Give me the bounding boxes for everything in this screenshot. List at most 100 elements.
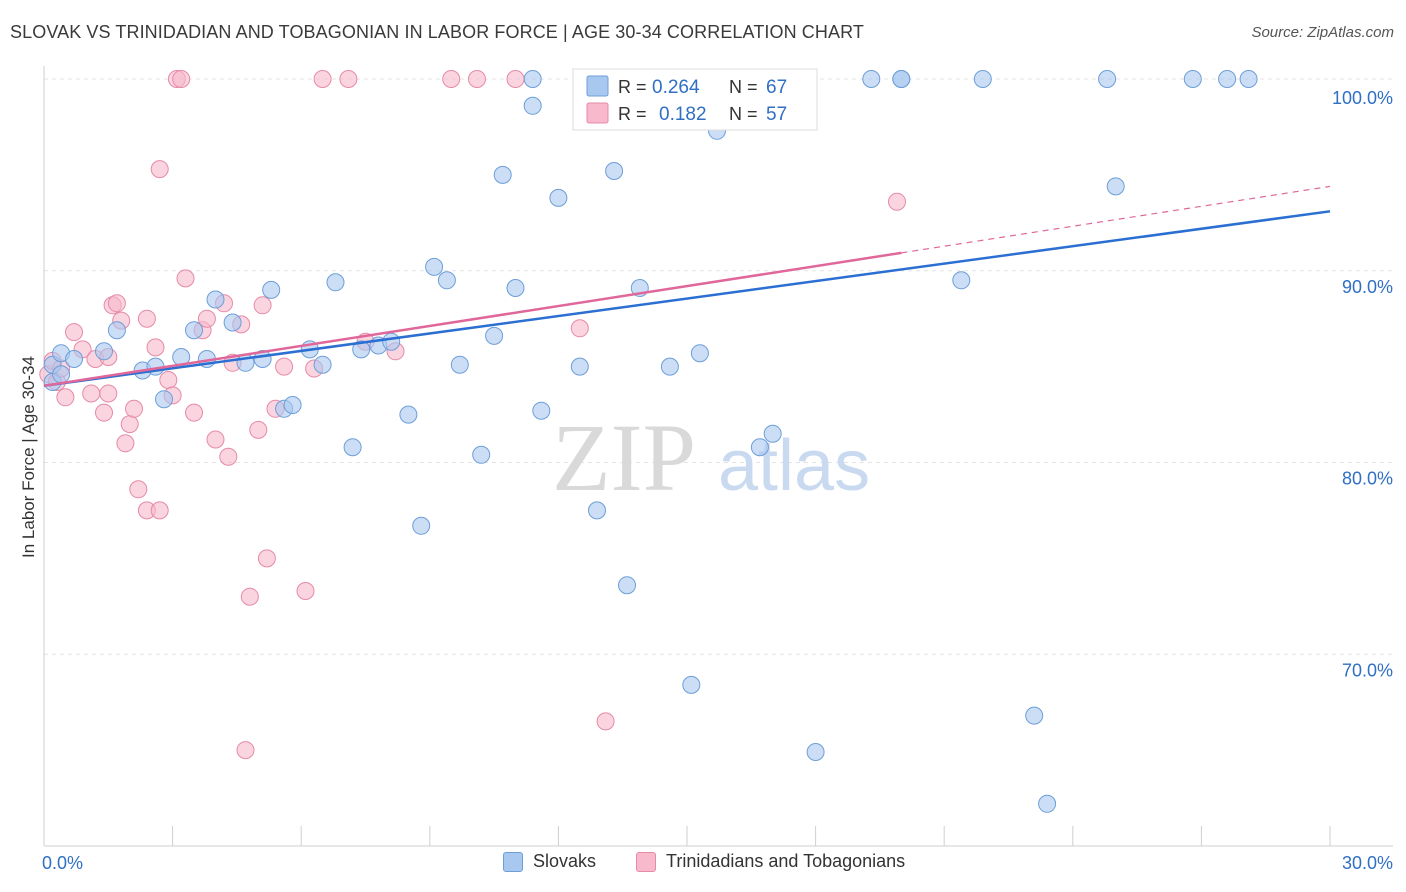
legend-r-value-2: 0.182: [659, 104, 707, 125]
trinidadian-point: [257, 549, 276, 568]
slovak-point: [1025, 706, 1044, 725]
slovak-point: [806, 743, 825, 761]
trinidadian-point: [596, 712, 615, 731]
legend-n-value-2: 57: [766, 104, 787, 125]
slovak-point: [1218, 70, 1237, 88]
trinidadian-point: [99, 384, 118, 403]
slovak-point: [1098, 70, 1117, 88]
slovak-point: [1239, 70, 1258, 88]
slovak-point: [326, 273, 345, 292]
y-tick-label: 100.0%: [1332, 88, 1393, 108]
slovak-point: [472, 445, 491, 464]
legend-top-box: [572, 68, 818, 131]
slovak-point: [549, 188, 568, 207]
slovak-point: [1106, 177, 1125, 196]
slovak-point: [1038, 794, 1057, 813]
watermark: ZIP atlas: [552, 404, 870, 511]
trinidadian-point: [120, 415, 139, 434]
slovak-point: [618, 576, 636, 595]
slovak-point: [262, 280, 281, 299]
y-tick-label: 80.0%: [1342, 469, 1393, 489]
slovak-point: [750, 438, 769, 457]
trinidadian-point: [888, 192, 906, 211]
trinidadian-point: [296, 582, 315, 600]
slovak-point: [412, 516, 431, 535]
slovak-point: [532, 401, 551, 420]
slovak-point: [155, 390, 173, 409]
slovak-point: [493, 165, 512, 184]
y-tick-label: 70.0%: [1342, 660, 1393, 680]
legend-swatch-slovaks: [586, 75, 609, 97]
slovak-point: [185, 321, 203, 340]
trinidadian-point: [506, 70, 525, 88]
trinidadian-point: [125, 399, 143, 418]
trinidadian-point: [137, 309, 156, 328]
slovak-point: [382, 332, 401, 351]
trinidadian-point: [236, 741, 255, 760]
trinidadian-point: [172, 70, 191, 88]
slovak-point: [973, 70, 992, 88]
legend-swatch-slovaks-bottom: [503, 851, 523, 872]
slovak-point: [437, 271, 456, 290]
x-tick-label: 30.0%: [1342, 853, 1393, 873]
slovak-point: [425, 257, 444, 276]
trinidadian-point: [219, 447, 238, 466]
y-axis-label: In Labor Force | Age 30-34: [19, 356, 38, 558]
trinidadian-point: [150, 501, 169, 520]
trinidadian-point: [146, 338, 165, 357]
slovak-point: [570, 357, 589, 376]
trinidadian-point: [339, 70, 358, 88]
data-points: [39, 70, 1258, 813]
trinidadian-point: [116, 434, 135, 453]
slovak-point: [107, 321, 126, 340]
legend-label-slovaks: Slovaks: [533, 851, 597, 871]
trinidadian-point: [206, 430, 225, 449]
slovak-point: [223, 313, 242, 332]
source-label: Source: ZipAtlas.com: [1251, 24, 1394, 41]
slovak-point: [588, 501, 606, 520]
slovak-point: [450, 355, 469, 374]
trinidadian-point: [468, 70, 486, 88]
axes: [43, 66, 1393, 847]
slovak-point: [52, 365, 71, 384]
legend-item-slovaks: Slovaks: [503, 851, 596, 872]
slovak-point: [352, 340, 371, 359]
trinidadian-point: [95, 403, 113, 422]
trinidadian-point: [275, 357, 294, 376]
legend-n-value-1: 67: [766, 77, 787, 98]
legend-r-value-1: 0.264: [652, 77, 700, 98]
trinidadian-point: [82, 384, 101, 403]
legend-swatch-trinidadians: [586, 102, 609, 124]
tick-labels: 100.0% 70.0% 80.0% 90.0% 0.0% 30.0%: [42, 88, 1393, 873]
slovak-point: [660, 357, 679, 376]
slovak-point: [1183, 70, 1202, 88]
trinidadian-point: [129, 480, 148, 499]
trinidadian-point: [197, 309, 216, 328]
trinidadian-point: [442, 70, 461, 88]
x-tick-label: 0.0%: [42, 853, 83, 873]
trinidadian-point: [65, 323, 83, 342]
slovak-point: [523, 96, 542, 115]
legend-r-label-1: R =: [618, 77, 647, 97]
watermark-atlas: atlas: [718, 426, 870, 506]
legend-label-trinidadians: Trinidadians and Tobagonians: [666, 851, 906, 871]
slovak-point: [65, 350, 83, 368]
slovak-point: [95, 342, 113, 361]
slovak-point: [763, 424, 782, 443]
slovak-point: [605, 162, 624, 180]
legend-top: R = 0.264 N = 67 R = 0.182 N = 57: [572, 68, 818, 131]
legend-n-label-1: N =: [729, 77, 758, 97]
slovak-point: [485, 326, 504, 345]
slovak-point: [206, 290, 225, 309]
slovak-point: [313, 355, 332, 374]
trinidadian-point: [253, 296, 272, 315]
trinidadian-point: [176, 269, 195, 288]
slovak-point: [523, 70, 542, 88]
slovak-point: [283, 396, 302, 414]
slovak-point: [952, 271, 971, 290]
trinidadian-point: [570, 319, 589, 338]
trinidadian-point: [56, 388, 75, 407]
legend-swatch-trinidadians-bottom: [636, 851, 656, 872]
chart-title: SLOVAK VS TRINIDADIAN AND TOBAGONIAN IN …: [10, 22, 864, 42]
